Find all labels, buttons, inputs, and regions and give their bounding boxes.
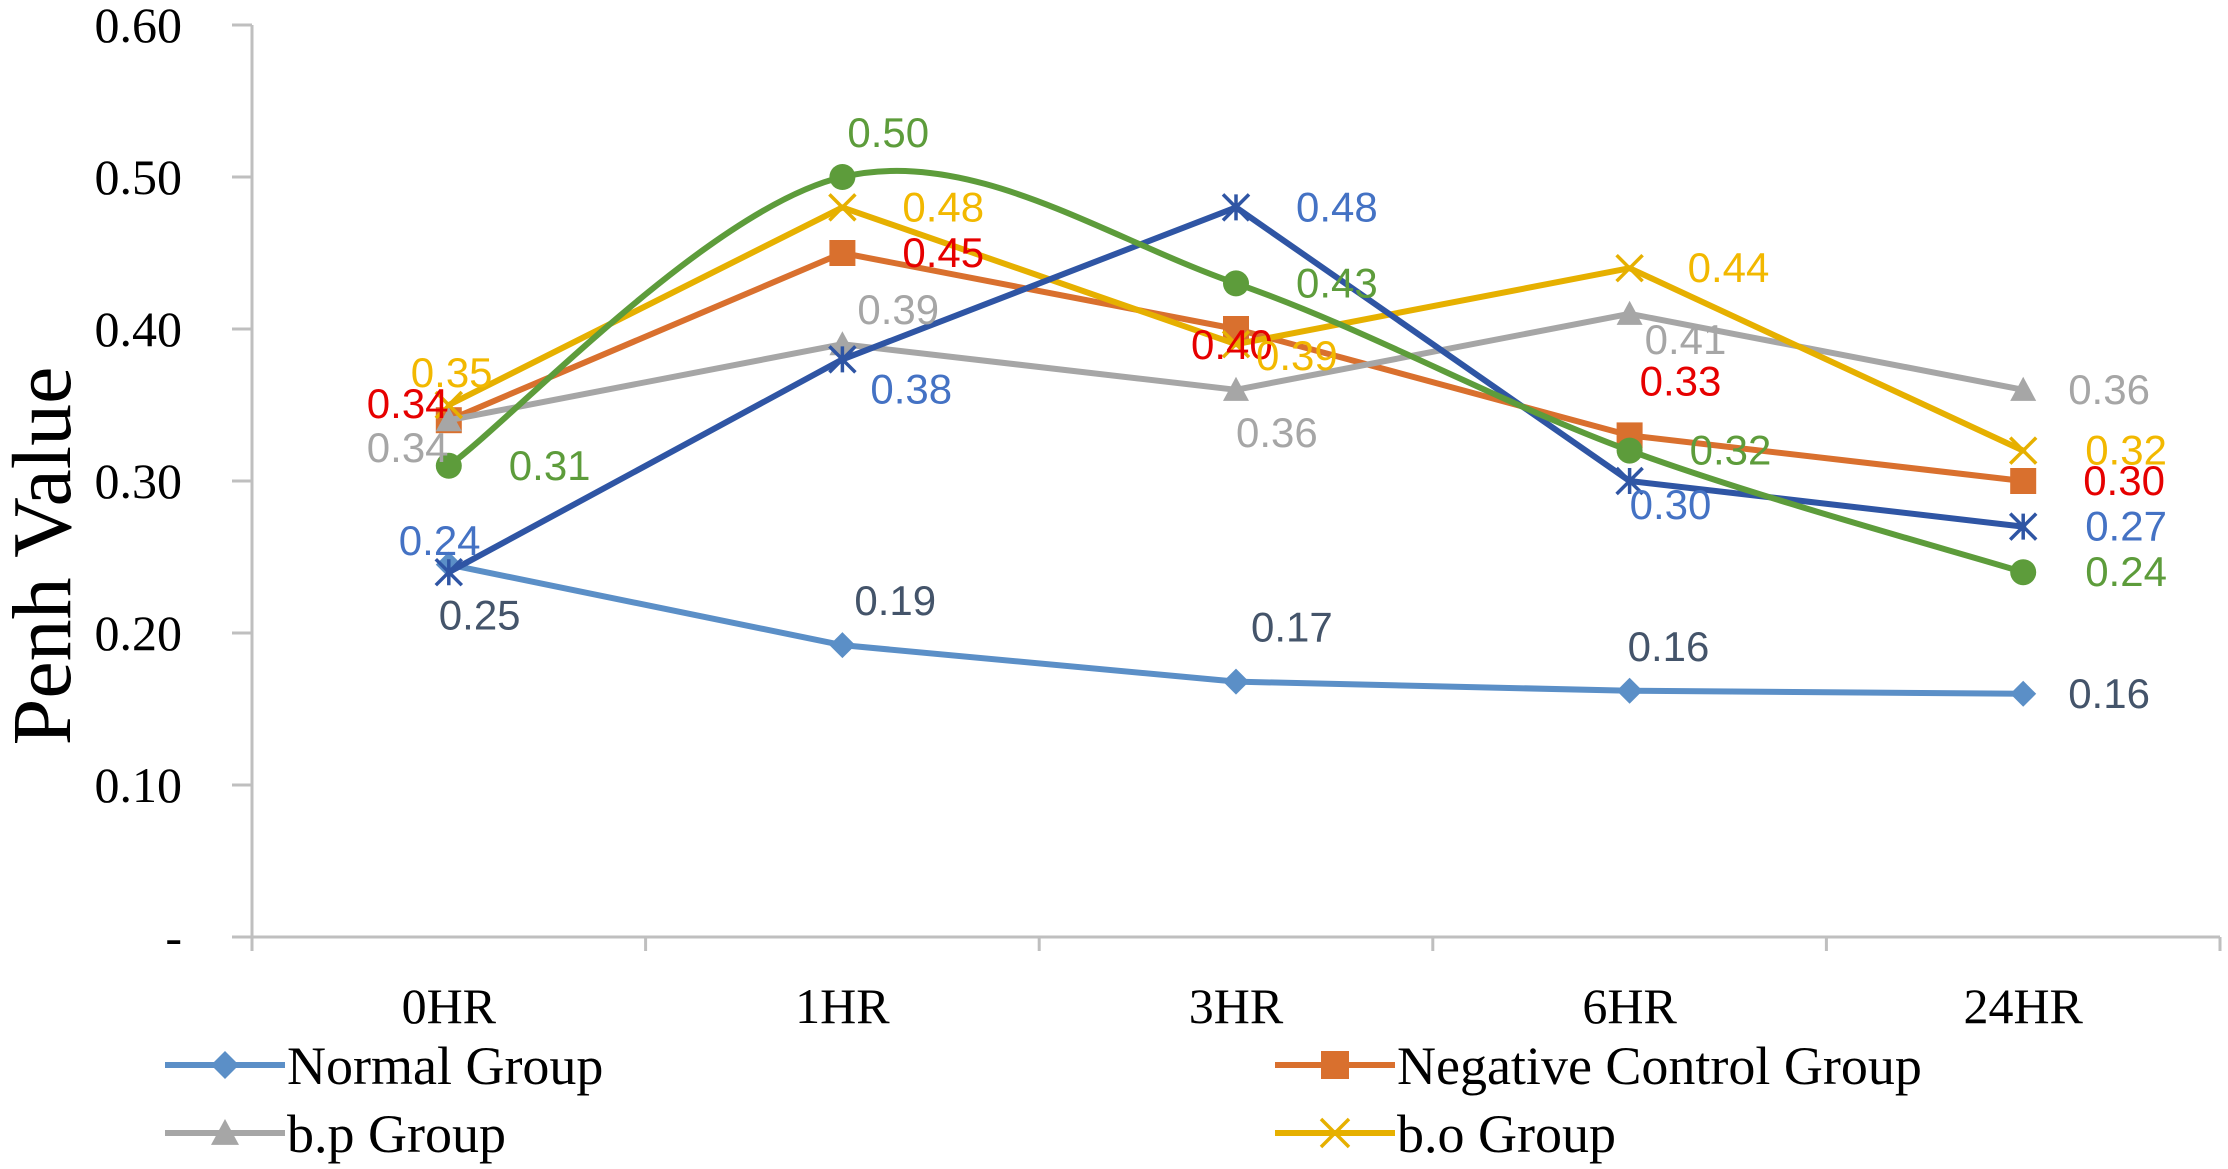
y-tick-label: 0.20 bbox=[95, 605, 183, 661]
b-p-group-point bbox=[829, 331, 856, 356]
y-tick-label: 0.50 bbox=[95, 149, 183, 205]
b-o-group-point bbox=[1615, 253, 1644, 283]
b-o-group-point bbox=[2008, 436, 2038, 465]
series-6-data-label: 0.24 bbox=[2085, 548, 2167, 595]
legend-marker bbox=[1321, 1051, 1349, 1079]
legend-label: Negative Control Group bbox=[1397, 1036, 1922, 1096]
series-5-point bbox=[2008, 512, 2038, 541]
series-5-data-label: 0.27 bbox=[2085, 503, 2167, 550]
normal-group-point bbox=[2010, 680, 2037, 707]
legend: Normal Group Negative Control Group b.p Gr… bbox=[165, 1036, 1922, 1164]
x-tick-label: 6HR bbox=[1582, 978, 1677, 1034]
normal-group-point bbox=[1223, 668, 1249, 695]
negative-control-group-data-label: 0.33 bbox=[1640, 357, 1722, 404]
y-tick-label: 0.40 bbox=[95, 301, 183, 357]
y-axis-title: Penh Value bbox=[0, 367, 89, 746]
normal-group-point bbox=[829, 632, 856, 659]
b-o-group-point bbox=[828, 193, 857, 222]
legend-label: Normal Group bbox=[287, 1036, 603, 1096]
y-tick-label: 0.10 bbox=[95, 757, 183, 813]
series-b-p-group bbox=[435, 300, 2037, 432]
b-p-group-data-label: 0.34 bbox=[367, 424, 449, 471]
normal-group-data-label: 0.17 bbox=[1251, 604, 1333, 651]
legend-label: b.p Group bbox=[287, 1104, 506, 1164]
series-6-point bbox=[1223, 270, 1249, 297]
series-series-6 bbox=[435, 164, 2037, 586]
b-o-group-data-label: 0.39 bbox=[1256, 332, 1338, 379]
series-5-point bbox=[434, 557, 464, 587]
series-6-point bbox=[2010, 559, 2037, 586]
negative-control-group-point bbox=[829, 240, 856, 266]
y-tick-label: - bbox=[165, 909, 182, 965]
legend-item-normal-group: Normal Group bbox=[165, 1036, 603, 1096]
b-o-group-point bbox=[1221, 329, 1251, 359]
series-6-point bbox=[829, 164, 856, 190]
legend-marker bbox=[1319, 1117, 1351, 1149]
negative-control-group-point bbox=[2010, 468, 2037, 494]
series-5-data-label: 0.24 bbox=[399, 517, 481, 564]
normal-group-data-label: 0.16 bbox=[2068, 670, 2150, 717]
data-labels: 0.25 0.19 0.17 0.16 0.16 0.34 0.45 0.40 0.33 0.30… bbox=[367, 109, 2167, 717]
series-5-data-label: 0.38 bbox=[870, 365, 952, 412]
x-tick-label: 24HR bbox=[1963, 978, 2083, 1034]
b-p-group-point bbox=[1223, 376, 1249, 401]
b-p-group-data-label: 0.39 bbox=[857, 286, 939, 333]
series-6-data-label: 0.31 bbox=[509, 442, 591, 489]
b-p-group-point bbox=[2010, 376, 2037, 401]
b-p-group-data-label: 0.41 bbox=[1645, 316, 1727, 363]
x-tick-label: 0HR bbox=[402, 978, 497, 1034]
series-6-point bbox=[1616, 437, 1643, 464]
series-5-point bbox=[1615, 466, 1644, 496]
x-tick-label: 3HR bbox=[1189, 978, 1284, 1034]
legend-marker bbox=[211, 1051, 239, 1079]
series-5-point bbox=[828, 345, 857, 374]
series-6-data-label: 0.32 bbox=[1690, 427, 1772, 474]
series-5-point bbox=[1221, 193, 1251, 222]
series bbox=[434, 164, 2038, 707]
negative-control-group-data-label: 0.30 bbox=[2083, 457, 2165, 504]
b-o-group-data-label: 0.44 bbox=[1688, 244, 1770, 291]
y-tick-labels: - 0.10 0.20 0.30 0.40 0.50 0.60 bbox=[95, 0, 252, 965]
normal-group-point bbox=[1616, 677, 1643, 704]
series-5-data-label: 0.48 bbox=[1296, 183, 1378, 230]
series-6-data-label: 0.50 bbox=[847, 109, 929, 156]
series-b-o-group bbox=[434, 193, 2038, 465]
b-o-group-data-label: 0.32 bbox=[2085, 427, 2167, 474]
negative-control-group-data-label: 0.40 bbox=[1191, 321, 1273, 368]
x-tick-label: 1HR bbox=[795, 978, 890, 1034]
b-p-group-data-label: 0.36 bbox=[2068, 366, 2150, 413]
series-5-data-label: 0.30 bbox=[1630, 481, 1712, 528]
normal-group-data-label: 0.19 bbox=[854, 577, 936, 624]
b-o-group-data-label: 0.35 bbox=[411, 349, 493, 396]
negative-control-group-data-label: 0.34 bbox=[367, 380, 449, 427]
legend-marker bbox=[211, 1119, 239, 1145]
series-normal-group bbox=[435, 551, 2037, 707]
legend-item-b-p-group: b.p Group bbox=[165, 1104, 506, 1164]
series-6-data-label: 0.43 bbox=[1296, 259, 1378, 306]
y-tick-label: 0.30 bbox=[95, 453, 183, 509]
b-p-group-data-label: 0.36 bbox=[1236, 409, 1318, 456]
b-o-group-point bbox=[434, 390, 464, 420]
normal-group-data-label: 0.25 bbox=[439, 592, 521, 639]
b-o-group-data-label: 0.48 bbox=[902, 183, 984, 230]
b-p-group-point bbox=[1616, 300, 1643, 325]
x-tick-labels: 0HR 1HR 3HR 6HR 24HR bbox=[250, 937, 2222, 1034]
series-6-point bbox=[435, 452, 462, 479]
legend-item-b-o-group: b.o Group bbox=[1275, 1104, 1616, 1164]
y-tick-label: 0.60 bbox=[95, 0, 183, 53]
legend-label: b.o Group bbox=[1397, 1104, 1616, 1164]
negative-control-group-data-label: 0.45 bbox=[902, 229, 984, 276]
normal-group-data-label: 0.16 bbox=[1628, 623, 1710, 670]
b-p-group-point bbox=[435, 407, 462, 432]
legend-item-negative-control-group: Negative Control Group bbox=[1275, 1036, 1922, 1096]
